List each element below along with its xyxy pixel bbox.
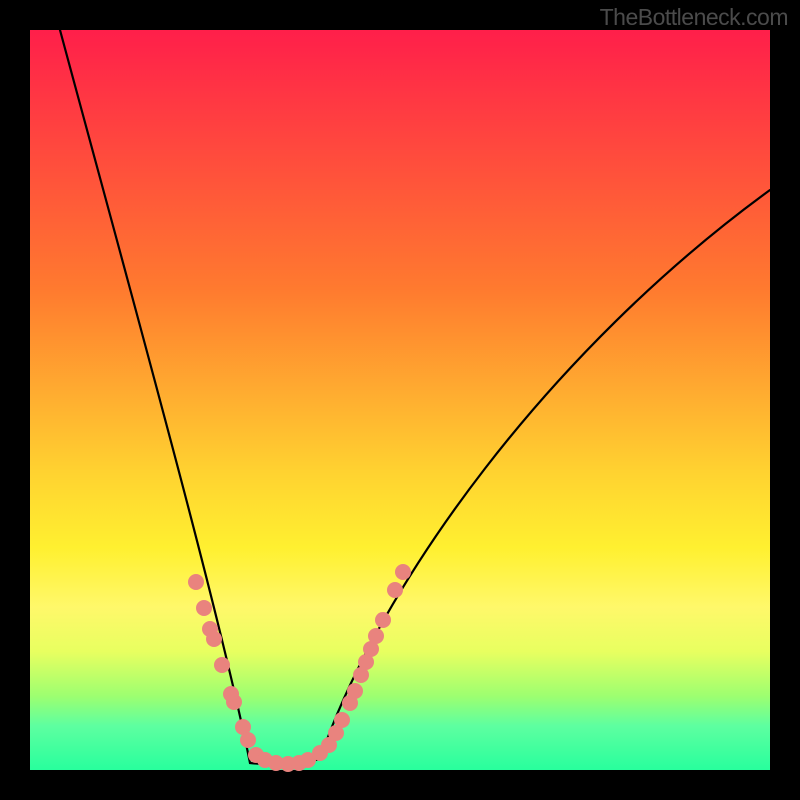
curve-marker — [214, 657, 230, 673]
curve-marker — [196, 600, 212, 616]
curve-marker — [347, 683, 363, 699]
bottleneck-chart — [0, 0, 800, 800]
curve-marker — [206, 631, 222, 647]
curve-marker — [387, 582, 403, 598]
curve-marker — [223, 686, 239, 702]
curve-marker — [188, 574, 204, 590]
gradient-background — [30, 30, 770, 770]
curve-marker — [395, 564, 411, 580]
curve-marker — [375, 612, 391, 628]
curve-marker — [240, 732, 256, 748]
curve-marker — [368, 628, 384, 644]
curve-marker — [334, 712, 350, 728]
